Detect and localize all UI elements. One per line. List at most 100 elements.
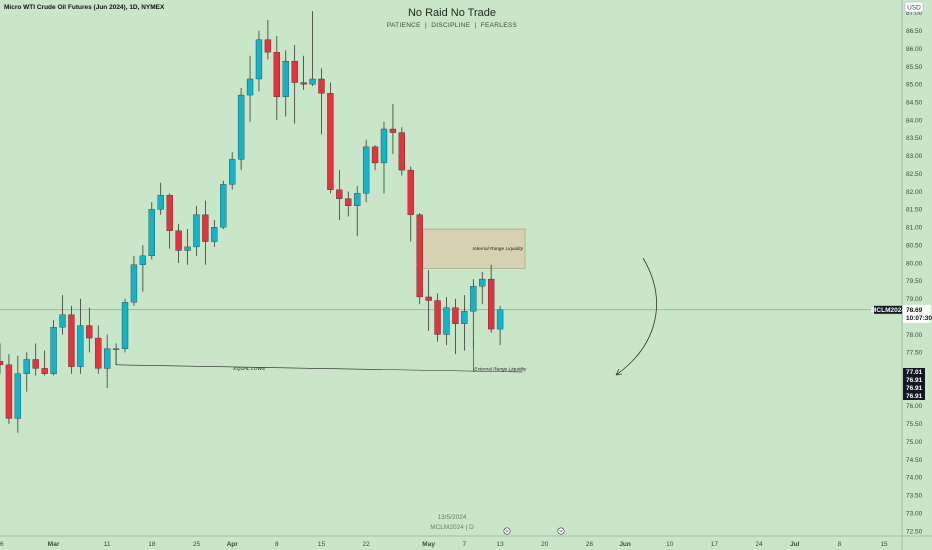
scroll-to-realtime-icon[interactable] <box>503 527 511 535</box>
candle-bullish <box>496 309 504 330</box>
y-tick-label: 80.00 <box>906 260 923 267</box>
symbol-description: Micro WTI Crude Oil Futures (Jun 2024), … <box>4 4 165 11</box>
y-tick-label: 74.50 <box>906 457 923 464</box>
chart-subtitle: PATIENCE | DISCIPLINE | FEARLESS <box>387 22 518 29</box>
x-tick-label: Mar <box>48 541 60 548</box>
axis-level-label: 76.91 <box>906 385 923 392</box>
price-axis-panel[interactable] <box>902 0 932 550</box>
y-tick-label: 82.50 <box>906 171 923 178</box>
symbol-tag-label: MCLM2024 <box>871 307 905 314</box>
candle-bullish <box>112 348 120 350</box>
y-tick-label: 79.50 <box>906 278 923 285</box>
y-tick-label: 80.50 <box>906 242 923 249</box>
candle-bullish <box>157 194 164 210</box>
x-tick-label: 22 <box>363 541 371 548</box>
candle-bearish <box>86 325 93 339</box>
candle-bearish <box>32 359 39 369</box>
candle-bearish <box>175 230 182 251</box>
y-tick-label: 76.00 <box>906 403 923 410</box>
candle-bearish <box>425 296 432 301</box>
candle-bearish <box>407 169 414 215</box>
watermark-ticker: MCLM2024 | D <box>430 524 474 531</box>
candle-bearish <box>300 82 307 85</box>
x-tick-label: 15 <box>880 541 888 548</box>
y-tick-label: 74.00 <box>906 475 923 482</box>
x-tick-label: 13 <box>496 541 504 548</box>
candle-bullish <box>211 227 218 242</box>
x-ticks-layer: 26 Mar 11 18 25 Apr 8 15 22 May 7 13 20 28 Jun 10 17 24 Ju… <box>0 541 888 548</box>
x-tick-label: 24 <box>755 541 763 548</box>
candle-bullish <box>282 60 289 97</box>
candle-bullish <box>77 325 84 367</box>
currency-label: USD <box>907 5 921 12</box>
x-tick-label: Jul <box>790 541 800 548</box>
candle-bearish <box>0 361 4 365</box>
candle-bearish <box>273 52 280 97</box>
currency-badge[interactable] <box>904 1 924 13</box>
candle-bullish <box>104 348 111 369</box>
candle-bullish <box>461 311 468 324</box>
candle-bullish <box>139 255 147 265</box>
candle-bearish <box>452 307 459 324</box>
y-tick-label: 81.00 <box>906 225 923 232</box>
x-tick-label: 10 <box>666 541 674 548</box>
candle-bullish <box>255 39 263 80</box>
chart-title: No Raid No Trade <box>408 7 496 19</box>
y-tick-label: 78.00 <box>906 332 923 339</box>
candle-bullish <box>237 94 245 160</box>
candle-bullish <box>14 373 22 419</box>
candle-bullish <box>362 146 370 194</box>
y-tick-label: 87.00 <box>906 10 923 17</box>
curved-arrow-head <box>615 368 623 376</box>
candle-bullish <box>50 327 57 374</box>
y-tick-label: 79.00 <box>906 296 923 303</box>
candle-bearish <box>487 278 495 330</box>
curved-arrow <box>615 257 657 376</box>
candle-bearish <box>327 93 334 190</box>
y-tick-label: 72.50 <box>906 528 923 535</box>
y-tick-label: 86.00 <box>906 46 923 53</box>
candle-bearish <box>41 368 48 374</box>
equal-lows-label: EQUAL LOWS <box>233 366 265 372</box>
last-price-label: 78.69 <box>906 307 923 314</box>
candle-bearish <box>371 146 379 164</box>
candle-bearish <box>291 60 298 83</box>
axis-level-box <box>903 368 925 376</box>
candles-layer <box>0 11 504 433</box>
x-tick-label: 8 <box>275 541 279 548</box>
candle-bullish <box>479 278 486 287</box>
equal-lows-line <box>116 364 523 373</box>
candle-bullish <box>59 314 66 328</box>
candle-bullish <box>470 286 477 312</box>
x-tick-label: May <box>422 541 435 548</box>
candle-bullish <box>130 264 138 303</box>
x-tick-label: Jun <box>619 541 631 548</box>
watermark-date: 13/5/2024 <box>438 514 467 521</box>
candle-bearish <box>434 300 441 335</box>
goto-date-icon[interactable] <box>557 527 565 535</box>
y-tick-label: 86.50 <box>906 28 923 35</box>
x-tick-label: 8 <box>838 541 842 548</box>
candle-bullish <box>309 78 316 85</box>
annotation-text-layer: Internal Range Liquidity EQUAL LOWS Extern… <box>233 246 526 372</box>
x-tick-label: 11 <box>104 541 111 548</box>
axis-level-box <box>903 392 925 400</box>
y-tick-label: 73.00 <box>906 510 923 517</box>
y-tick-label: 83.50 <box>906 135 923 142</box>
candle-bullish <box>184 246 191 251</box>
y-tick-label: 81.50 <box>906 207 923 214</box>
y-tick-label: 75.50 <box>906 421 923 428</box>
y-tick-label: 82.00 <box>906 189 923 196</box>
candle-bearish <box>389 128 397 133</box>
axis-level-label: 76.91 <box>906 393 923 400</box>
y-tick-label: 85.00 <box>906 82 923 89</box>
x-tick-label: 28 <box>586 541 594 548</box>
price-boxes-layer: MCLM2024 78.6910:07:3077.0176.9176.9176.9… <box>871 304 932 400</box>
x-tick-label: 25 <box>193 541 201 548</box>
annotation-lines-layer <box>0 257 902 376</box>
candle-bullish <box>121 302 129 349</box>
candle-bullish <box>380 128 388 164</box>
y-tick-label: 73.50 <box>906 493 923 500</box>
x-tick-label: 20 <box>541 541 549 548</box>
